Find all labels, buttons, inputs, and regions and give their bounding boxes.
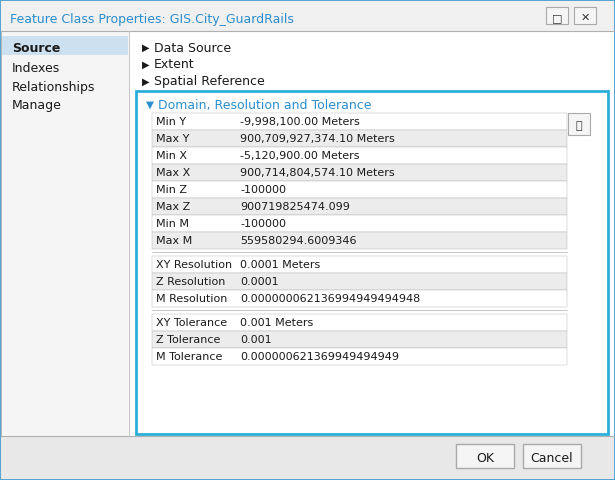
Text: 900,714,804,574.10 Meters: 900,714,804,574.10 Meters xyxy=(240,168,395,178)
Bar xyxy=(152,181,567,198)
Text: Min X: Min X xyxy=(156,151,187,161)
Text: ✕: ✕ xyxy=(581,13,590,23)
Text: ▶: ▶ xyxy=(142,60,149,70)
Text: Max Y: Max Y xyxy=(156,134,189,144)
Bar xyxy=(152,256,567,273)
Text: Z Resolution: Z Resolution xyxy=(156,277,225,287)
Text: -5,120,900.00 Meters: -5,120,900.00 Meters xyxy=(240,151,360,161)
Text: 0.0001 Meters: 0.0001 Meters xyxy=(240,260,320,270)
Bar xyxy=(574,7,596,24)
Bar xyxy=(152,113,567,130)
Text: Max M: Max M xyxy=(156,236,192,246)
Text: 0.001 Meters: 0.001 Meters xyxy=(240,318,313,328)
Text: Z Tolerance: Z Tolerance xyxy=(156,335,220,345)
Text: Extent: Extent xyxy=(154,59,194,72)
Text: 0.0001: 0.0001 xyxy=(240,277,279,287)
Bar xyxy=(152,147,567,164)
Text: Max Z: Max Z xyxy=(156,202,190,212)
Text: ▶: ▶ xyxy=(142,77,149,87)
Text: 900,709,927,374.10 Meters: 900,709,927,374.10 Meters xyxy=(240,134,395,144)
Text: OK: OK xyxy=(476,452,494,465)
Bar xyxy=(523,444,581,468)
Text: 0.000000062136994949494948: 0.000000062136994949494948 xyxy=(240,294,420,304)
Text: Domain, Resolution and Tolerance: Domain, Resolution and Tolerance xyxy=(158,98,371,111)
Bar xyxy=(456,444,514,468)
Text: Max X: Max X xyxy=(156,168,190,178)
Text: -100000: -100000 xyxy=(240,219,286,229)
Text: 0.000000621369949494949: 0.000000621369949494949 xyxy=(240,352,399,362)
Text: XY Resolution: XY Resolution xyxy=(156,260,232,270)
Text: Cancel: Cancel xyxy=(531,452,573,465)
Bar xyxy=(152,314,567,331)
Text: □: □ xyxy=(552,13,562,23)
Text: Manage: Manage xyxy=(12,99,62,112)
Text: Source: Source xyxy=(12,43,60,56)
Bar xyxy=(152,290,567,307)
Bar xyxy=(152,232,567,249)
Text: Min Z: Min Z xyxy=(156,185,187,195)
Bar xyxy=(152,348,567,365)
Text: Min M: Min M xyxy=(156,219,189,229)
Bar xyxy=(136,91,608,434)
Bar xyxy=(1,436,614,479)
Text: Min Y: Min Y xyxy=(156,117,186,127)
Text: ⧉: ⧉ xyxy=(576,121,582,131)
Bar xyxy=(1,1,614,31)
Text: Indexes: Indexes xyxy=(12,61,60,74)
Bar xyxy=(129,31,130,436)
Bar xyxy=(568,113,590,135)
Text: Relationships: Relationships xyxy=(12,81,95,94)
Bar xyxy=(546,7,568,24)
Text: M Resolution: M Resolution xyxy=(156,294,228,304)
Bar xyxy=(152,164,567,181)
Bar xyxy=(152,273,567,290)
Text: 0.001: 0.001 xyxy=(240,335,272,345)
Bar xyxy=(130,31,614,436)
Bar xyxy=(152,198,567,215)
Bar xyxy=(2,36,128,55)
Text: Feature Class Properties: GIS.City_GuardRails: Feature Class Properties: GIS.City_Guard… xyxy=(10,13,294,26)
Text: ▶: ▶ xyxy=(142,43,149,53)
Text: -100000: -100000 xyxy=(240,185,286,195)
Text: -9,998,100.00 Meters: -9,998,100.00 Meters xyxy=(240,117,360,127)
Text: Data Source: Data Source xyxy=(154,41,231,55)
Bar xyxy=(152,331,567,348)
Text: 900719825474.099: 900719825474.099 xyxy=(240,202,350,212)
Text: ▼: ▼ xyxy=(146,100,154,110)
Text: Spatial Reference: Spatial Reference xyxy=(154,75,264,88)
Bar xyxy=(152,215,567,232)
Text: 559580294.6009346: 559580294.6009346 xyxy=(240,236,357,246)
Text: XY Tolerance: XY Tolerance xyxy=(156,318,227,328)
Text: M Tolerance: M Tolerance xyxy=(156,352,223,362)
Bar xyxy=(152,130,567,147)
Bar xyxy=(1,31,129,436)
